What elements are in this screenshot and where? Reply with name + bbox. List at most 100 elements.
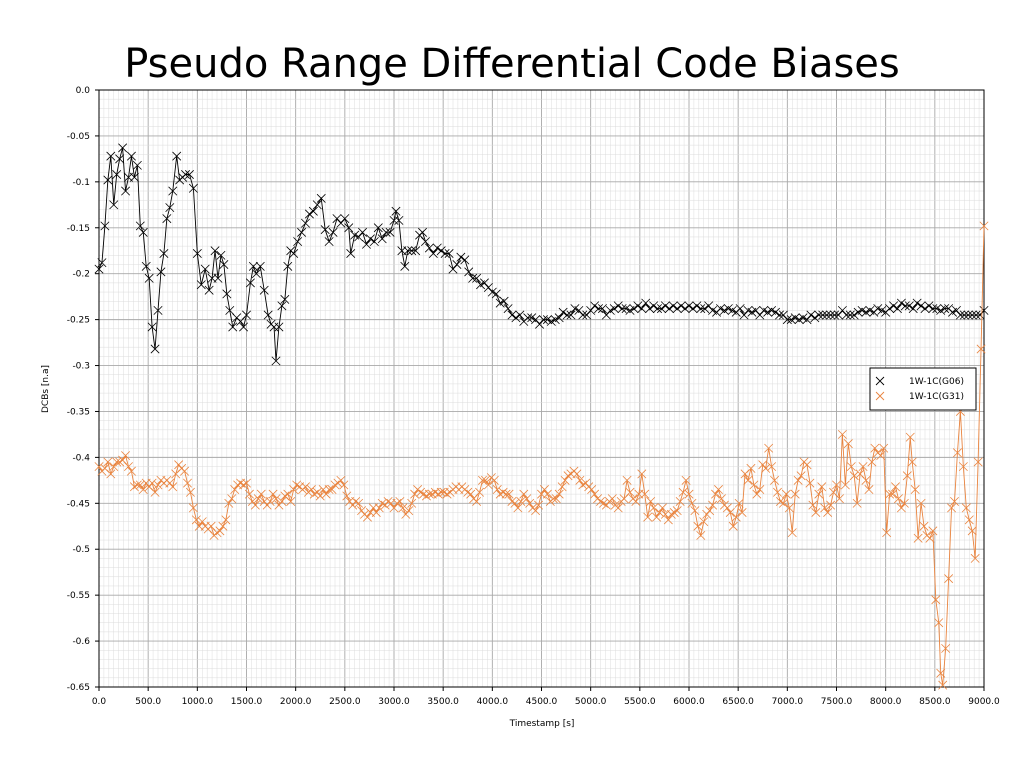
- y-tick-label: 0.0: [76, 86, 91, 96]
- data-point: [833, 310, 843, 320]
- data-point: [519, 489, 529, 499]
- data-point: [840, 480, 850, 490]
- data-point: [767, 462, 777, 472]
- x-tick-label: 1500.0: [231, 697, 263, 707]
- data-point: [787, 528, 797, 538]
- data-point: [472, 273, 482, 283]
- data-point: [655, 508, 664, 517]
- data-point: [94, 264, 104, 274]
- y-tick-label: -0.35: [67, 407, 90, 417]
- data-point: [967, 310, 977, 320]
- y-tick-label: -0.2: [72, 270, 90, 280]
- data-point: [411, 246, 421, 256]
- data-point: [633, 301, 643, 311]
- data-point: [919, 521, 929, 531]
- data-point: [132, 160, 142, 170]
- data-point: [574, 305, 584, 315]
- data-point: [908, 304, 918, 314]
- data-point: [320, 225, 330, 235]
- data-point: [135, 480, 145, 490]
- data-point: [843, 439, 853, 449]
- data-point: [761, 463, 771, 473]
- data-point: [596, 496, 605, 506]
- x-tick-label: 7000.0: [772, 697, 804, 707]
- data-point: [967, 526, 977, 536]
- data-point: [684, 489, 694, 499]
- data-point: [262, 500, 272, 510]
- data-point: [693, 521, 703, 531]
- data-point: [563, 471, 573, 481]
- data-point: [582, 310, 592, 320]
- data-point: [168, 482, 178, 492]
- data-point: [817, 482, 827, 492]
- data-point: [301, 218, 310, 228]
- data-point: [253, 494, 263, 504]
- data-point: [678, 487, 688, 497]
- data-point: [503, 304, 513, 314]
- data-point: [228, 322, 238, 332]
- data-point: [885, 489, 895, 499]
- data-point: [403, 246, 413, 256]
- data-point: [348, 500, 358, 510]
- data-point: [778, 498, 788, 508]
- data-point: [324, 485, 334, 495]
- data-point: [256, 489, 266, 499]
- data-point: [731, 512, 741, 522]
- data-point: [609, 304, 619, 314]
- data-point: [940, 304, 950, 314]
- data-point: [687, 498, 697, 508]
- data-point: [688, 304, 698, 314]
- data-point: [808, 500, 818, 510]
- data-point: [924, 301, 934, 311]
- data-point: [690, 506, 700, 516]
- data-point: [483, 480, 493, 490]
- data-point: [910, 485, 920, 495]
- data-point: [215, 526, 225, 536]
- data-point: [259, 285, 269, 295]
- data-point: [221, 515, 231, 525]
- data-point: [542, 489, 552, 499]
- data-point: [973, 457, 983, 467]
- data-point: [132, 480, 142, 490]
- data-point: [354, 498, 364, 508]
- data-point: [492, 485, 502, 495]
- data-point: [407, 246, 417, 256]
- data-point: [126, 466, 136, 476]
- data-point: [802, 460, 812, 470]
- data-point: [692, 301, 702, 311]
- data-point: [539, 485, 549, 495]
- x-tick-label: 0.0: [92, 697, 107, 707]
- data-point: [562, 310, 572, 320]
- data-point: [391, 206, 401, 216]
- data-point: [362, 512, 372, 522]
- series-layer: [94, 143, 989, 690]
- data-point: [227, 494, 237, 504]
- y-tick-label: -0.5: [72, 545, 90, 555]
- data-point: [782, 315, 792, 325]
- data-point: [121, 451, 131, 461]
- y-axis-label: DCBs [n.a]: [41, 365, 51, 413]
- data-point: [716, 494, 726, 504]
- data-point: [385, 227, 395, 237]
- data-point: [538, 315, 548, 325]
- data-point: [239, 322, 249, 332]
- data-point: [806, 310, 816, 320]
- data-point: [557, 482, 567, 492]
- data-point: [531, 315, 541, 325]
- data-point: [668, 301, 678, 311]
- data-point: [129, 172, 139, 182]
- data-point: [617, 304, 627, 314]
- data-point: [578, 480, 588, 490]
- data-point: [904, 301, 914, 311]
- data-point: [301, 482, 310, 492]
- series-1: [94, 143, 989, 366]
- data-point: [746, 463, 756, 473]
- data-point: [902, 471, 912, 481]
- data-point: [822, 310, 832, 320]
- data-point: [889, 301, 899, 311]
- data-point: [316, 193, 326, 203]
- data-point: [739, 310, 749, 320]
- x-tick-label: 5000.0: [575, 697, 607, 707]
- data-point: [672, 304, 682, 314]
